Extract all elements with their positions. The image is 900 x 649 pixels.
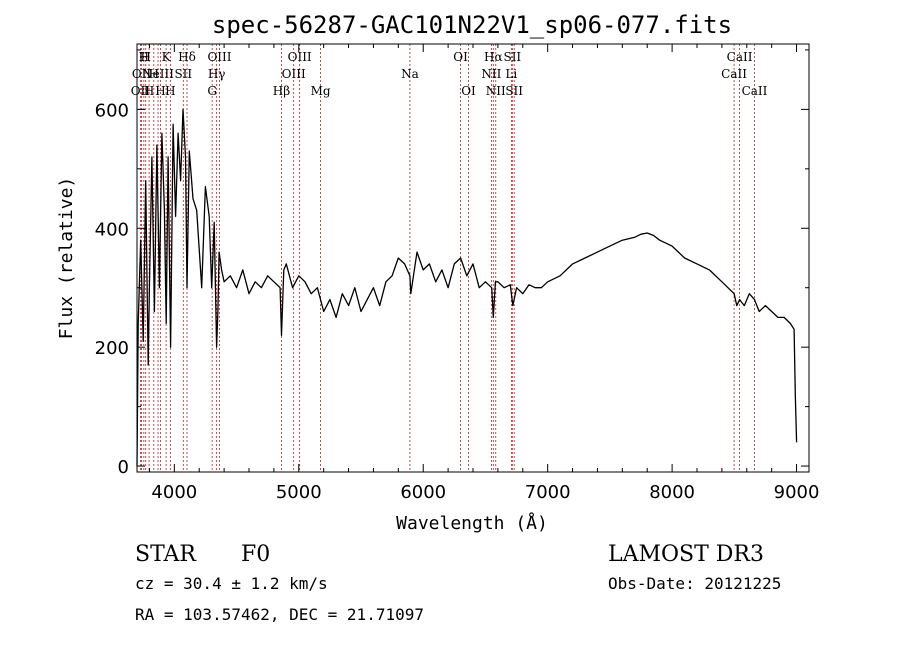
line-label-15: Hβ — [273, 84, 290, 98]
line-labels: OIIOIIHHHHNeIIIHKHSIIHδGHγOIIIHβOIIIOIII… — [131, 50, 768, 98]
object-class: STAR — [135, 542, 197, 567]
axis-ticks: 4000 5000 6000 7000 8000 9000 0 200 400 600 — [95, 44, 820, 503]
line-label-16: OIII — [282, 67, 306, 81]
line-label-2: H — [139, 50, 149, 64]
line-label-23: Hα — [484, 50, 503, 64]
line-label-18: Mg — [311, 84, 331, 98]
line-label-10: SII — [174, 67, 192, 81]
line-label-21: OI — [461, 84, 476, 98]
plot-frame — [136, 43, 810, 473]
line-label-17: OIII — [288, 50, 312, 64]
line-label-28: CaII — [721, 67, 747, 81]
line-label-3: H — [140, 50, 150, 64]
x-tick-label-4: 8000 — [649, 482, 695, 503]
y-tick-label-2: 400 — [95, 219, 129, 240]
line-label-6: NeIII — [142, 67, 174, 81]
line-label-19: Na — [401, 67, 419, 81]
redshift-text: cz = 30.4 ± 1.2 km/s — [135, 574, 328, 593]
line-label-13: Hγ — [208, 67, 226, 81]
line-label-20: OI — [453, 50, 468, 64]
x-tick-label-2: 6000 — [400, 482, 446, 503]
line-label-25: Li — [505, 67, 517, 81]
line-label-7: H — [155, 84, 165, 98]
line-label-12: G — [207, 84, 217, 98]
line-label-8: K — [162, 50, 172, 64]
line-label-27: SII — [505, 84, 523, 98]
x-tick-label-5: 9000 — [774, 482, 820, 503]
line-label-9: H — [165, 84, 175, 98]
y-tick-label-1: 200 — [95, 338, 129, 359]
spectrum-curve — [136, 108, 798, 467]
y-axis-label: Flux (relative) — [56, 177, 77, 340]
y-tick-label-0: 0 — [118, 457, 129, 478]
obs-date-text: Obs-Date: 20121225 — [608, 574, 781, 593]
object-subclass: F0 — [241, 542, 270, 567]
coordinates-text: RA = 103.57462, DEC = 21.71097 — [135, 605, 424, 624]
line-label-22: NII — [481, 67, 501, 81]
line-markers — [139, 44, 755, 472]
line-label-30: CaII — [742, 84, 768, 98]
chart-title: spec-56287-GAC101N22V1_sp06-077.fits — [212, 11, 732, 39]
line-label-29: CaII — [727, 50, 753, 64]
x-tick-label-1: 5000 — [276, 482, 322, 503]
line-label-11: Hδ — [178, 50, 196, 64]
x-tick-label-3: 7000 — [525, 482, 571, 503]
line-label-26: SII — [503, 50, 521, 64]
line-label-4: H — [144, 84, 154, 98]
line-label-5: H — [149, 67, 159, 81]
line-label-14: OIII — [207, 50, 231, 64]
line-label-0: OII — [131, 84, 151, 98]
survey-label: LAMOST DR3 — [608, 542, 764, 567]
x-tick-label-0: 4000 — [151, 482, 197, 503]
line-label-24: NII — [486, 84, 506, 98]
x-axis-label: Wavelength (Å) — [396, 512, 548, 534]
y-tick-label-3: 600 — [95, 100, 129, 121]
